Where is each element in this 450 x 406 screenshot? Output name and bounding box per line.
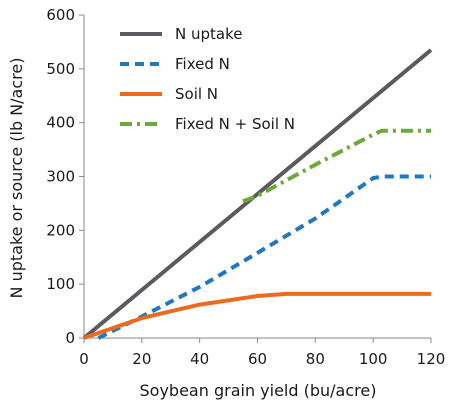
x-tick-label: 120 bbox=[417, 350, 446, 368]
x-tick-label: 20 bbox=[132, 350, 151, 368]
legend-label-fixed-n: Fixed N bbox=[175, 55, 230, 73]
series-line-fixed-n-soil-n bbox=[242, 128, 431, 204]
y-tick-label: 500 bbox=[46, 60, 75, 78]
y-tick-label: 400 bbox=[46, 114, 75, 132]
series-line-fixed-n bbox=[97, 174, 431, 340]
y-tick-label: 0 bbox=[65, 329, 75, 347]
x-tick-label: 80 bbox=[306, 350, 325, 368]
series-layer bbox=[82, 48, 433, 340]
y-tick-label: 600 bbox=[46, 6, 75, 24]
legend-label-n-uptake: N uptake bbox=[175, 25, 242, 43]
x-tick-label: 40 bbox=[190, 350, 209, 368]
legend-label-fixed-n-soil-n: Fixed N + Soil N bbox=[175, 115, 295, 133]
series-line-n-uptake bbox=[82, 48, 433, 340]
legend: N uptake Fixed N Soil N Fixed N + Soil N bbox=[120, 25, 295, 133]
y-tick-label: 200 bbox=[46, 221, 75, 239]
y-axis-title: N uptake or source (lb N/acre) bbox=[7, 58, 26, 299]
axes: 0 100 200 300 400 500 600 0 20 40 60 80 100 120 bbox=[46, 6, 445, 368]
x-axis-title: Soybean grain yield (bu/acre) bbox=[140, 381, 377, 400]
legend-label-soil-n: Soil N bbox=[175, 85, 218, 103]
x-tick-label: 0 bbox=[79, 350, 89, 368]
series-line-soil-n bbox=[83, 291, 431, 340]
y-tick-label: 100 bbox=[46, 275, 75, 293]
x-tick-label: 100 bbox=[359, 350, 388, 368]
x-tick-label: 60 bbox=[248, 350, 267, 368]
y-tick-label: 300 bbox=[46, 168, 75, 186]
